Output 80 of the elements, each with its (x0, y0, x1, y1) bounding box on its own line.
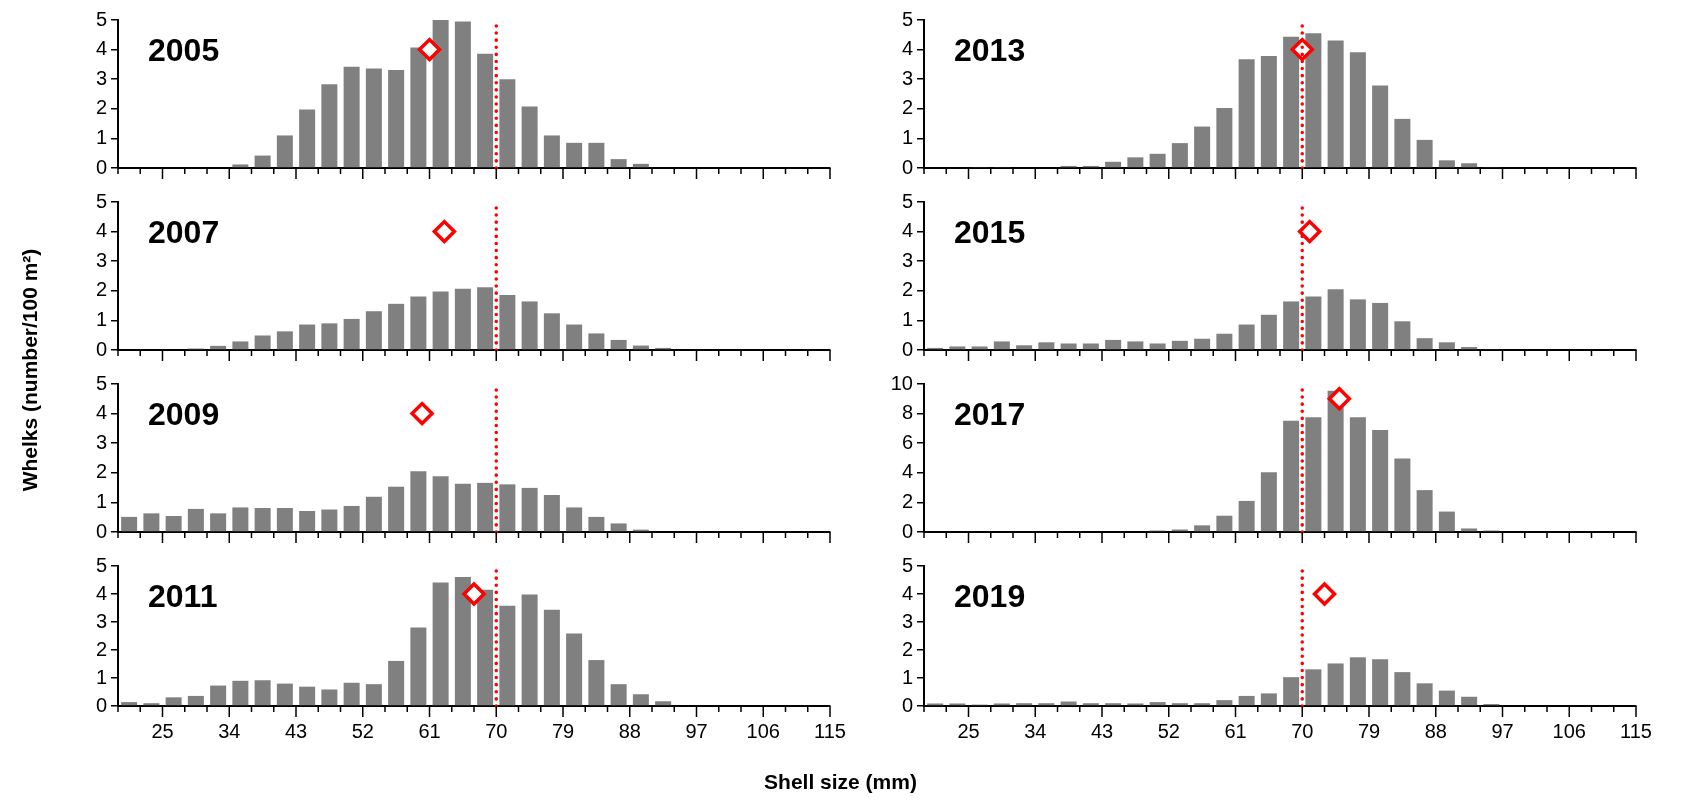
chart-title: 2005 (148, 31, 220, 68)
y-tick-label: 1 (901, 665, 913, 688)
y-tick-label: 3 (95, 248, 107, 271)
x-tick-label: 97 (685, 719, 708, 742)
chart-title: 2011 (148, 577, 218, 614)
x-tick-label: 52 (1157, 719, 1180, 742)
y-tick-label: 4 (95, 37, 107, 60)
x-tick-label: 79 (1357, 719, 1381, 742)
y-tick-label: 0 (901, 693, 913, 716)
y-tick-label: 4 (901, 581, 913, 604)
y-tick-label: 5 (901, 7, 913, 30)
y-tick-label: 1 (901, 307, 913, 330)
y-tick-label: 4 (95, 401, 107, 424)
y-tick-label: 3 (95, 66, 107, 89)
x-tick-label: 61 (418, 719, 441, 742)
x-tick-label: 88 (1424, 719, 1447, 742)
x-tick-label: 106 (1552, 719, 1586, 742)
y-tick-label: 4 (95, 581, 107, 604)
y-tick-label: 2 (901, 278, 913, 301)
y-tick-label: 3 (95, 430, 107, 453)
x-tick-label: 34 (218, 719, 241, 742)
x-tick-label: 43 (1090, 719, 1114, 742)
chart-title: 2015 (954, 213, 1026, 250)
chart-title: 2013 (954, 31, 1026, 68)
x-tick-label: 52 (351, 719, 374, 742)
y-tick-label: 2 (95, 460, 107, 483)
y-tick-label: 5 (95, 553, 107, 576)
y-tick-label: 1 (95, 125, 107, 148)
x-tick-label: 25 (151, 719, 174, 742)
y-tick-label: 4 (95, 219, 107, 242)
y-tick-label: 2 (901, 96, 913, 119)
y-tick-label: 5 (95, 371, 107, 394)
x-axis-title: Shell size (mm) (763, 770, 918, 794)
x-tick-label: 70 (1291, 719, 1314, 742)
x-tick-label: 79 (551, 719, 575, 742)
x-tick-label: 88 (618, 719, 641, 742)
x-tick-label: 106 (746, 719, 780, 742)
y-tick-label: 5 (95, 189, 107, 212)
y-tick-label: 2 (95, 278, 107, 301)
chart-title: 2019 (954, 577, 1026, 614)
y-tick-label: 4 (901, 460, 913, 483)
x-tick-label: 115 (1620, 719, 1652, 742)
y-tick-label: 1 (95, 307, 107, 330)
y-tick-label: 10 (890, 371, 913, 394)
y-tick-label: 2 (901, 637, 913, 660)
x-tick-label: 115 (814, 719, 846, 742)
y-tick-label: 0 (901, 519, 913, 542)
x-tick-label: 43 (284, 719, 308, 742)
y-tick-label: 3 (901, 66, 913, 89)
x-tick-label: 61 (1224, 719, 1247, 742)
y-tick-label: 0 (901, 337, 913, 360)
y-tick-label: 3 (95, 609, 107, 632)
y-tick-label: 0 (95, 519, 107, 542)
x-tick-label: 97 (1491, 719, 1514, 742)
y-tick-label: 2 (95, 637, 107, 660)
y-axis-title: Whelks (number/100 m²) (18, 248, 42, 492)
x-tick-label: 34 (1024, 719, 1047, 742)
chart-title: 2007 (148, 213, 220, 250)
y-tick-label: 6 (901, 430, 913, 453)
y-tick-label: 1 (95, 489, 107, 512)
x-tick-label: 25 (957, 719, 980, 742)
y-tick-label: 1 (95, 665, 107, 688)
y-tick-label: 0 (901, 155, 913, 178)
y-tick-label: 1 (901, 125, 913, 148)
y-tick-label: 2 (901, 489, 913, 512)
y-tick-label: 5 (95, 7, 107, 30)
y-tick-label: 3 (901, 609, 913, 632)
y-tick-label: 4 (901, 37, 913, 60)
y-tick-label: 2 (95, 96, 107, 119)
y-tick-label: 8 (901, 401, 913, 424)
y-tick-label: 0 (95, 155, 107, 178)
chart-title: 2009 (148, 395, 220, 432)
y-tick-label: 0 (95, 693, 107, 716)
y-tick-label: 4 (901, 219, 913, 242)
y-tick-label: 3 (901, 248, 913, 271)
x-tick-label: 70 (485, 719, 508, 742)
y-tick-label: 0 (95, 337, 107, 360)
y-tick-label: 5 (901, 189, 913, 212)
chart-title: 2017 (954, 395, 1026, 432)
y-tick-label: 5 (901, 553, 913, 576)
